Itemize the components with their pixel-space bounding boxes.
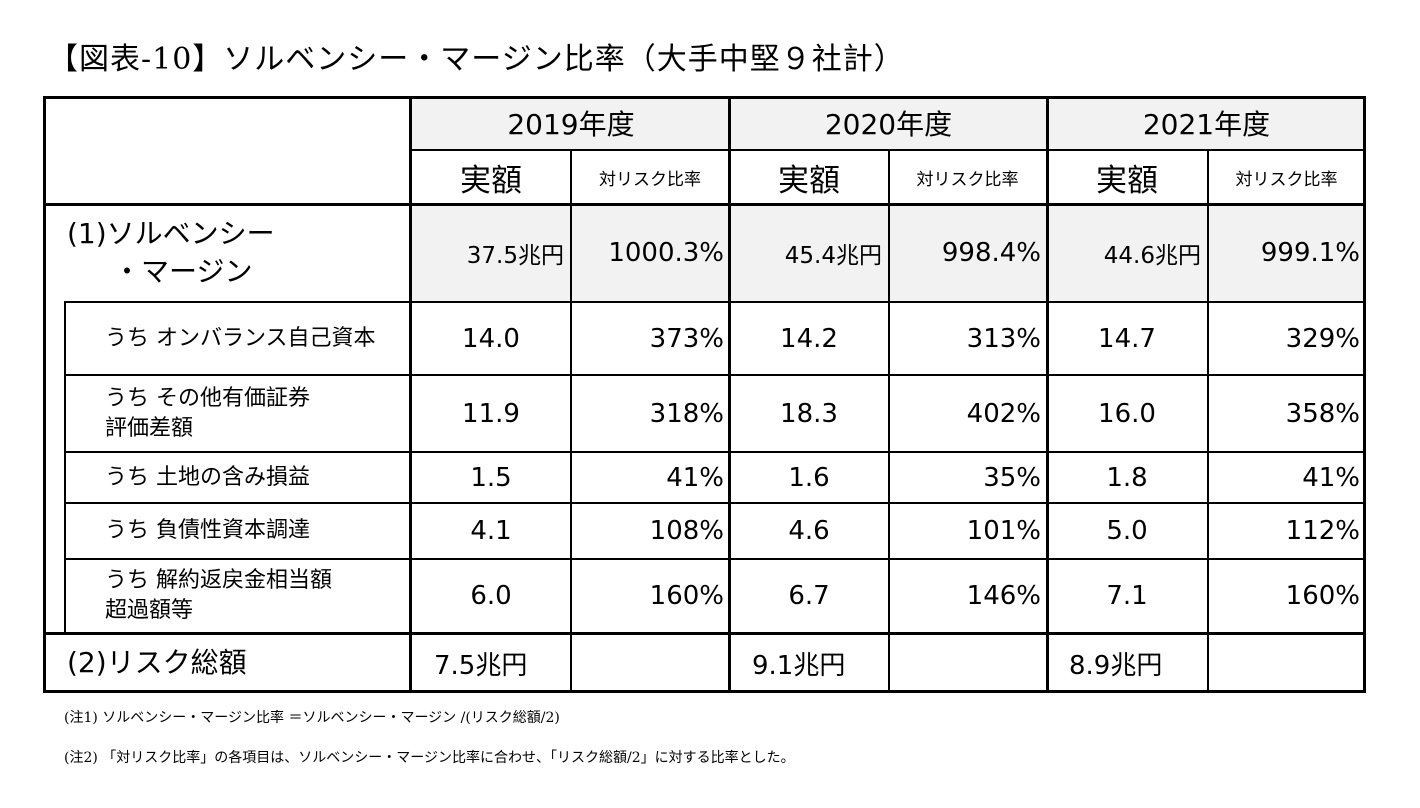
breakdown-label-onbalance: うち オンバランス自己資本 (105, 302, 405, 375)
table-border (1363, 96, 1366, 693)
table-cell: 6.7 (788, 581, 830, 611)
year-header-2020: 2020年度 (730, 96, 1047, 150)
solvency-margin-label: (1)ソルベンシー ・マージン (67, 204, 407, 302)
table-cell: 146% (966, 581, 1041, 611)
amount-header-2020: 実額 (778, 162, 840, 199)
breakdown-label-surrender: うち 解約返戻金相当額 超過額等 (105, 559, 405, 633)
divider (43, 632, 1366, 635)
note-2: (注2) 「対リスク比率」の各項目は、ソルベンシー・マージン比率に合わせ、「リス… (64, 750, 795, 766)
solvency-label-line1: (1)ソルベンシー (67, 217, 275, 250)
table-cell: 41% (1302, 462, 1360, 493)
solvency-margin-table: 2019年度 2020年度 2021年度 実額 対リスク比率 実額 対リスク比率… (43, 96, 1366, 693)
divider (412, 149, 1366, 151)
divider (43, 203, 1366, 206)
divider (1046, 96, 1049, 693)
row-label-line1: うち オンバランス自己資本 (105, 325, 376, 351)
table-cell: 4.1 (470, 516, 512, 546)
risk-total-2021: 8.9兆円 (1069, 650, 1163, 681)
table-cell: 16.0 (1098, 398, 1156, 429)
divider (64, 451, 1366, 453)
divider (64, 302, 66, 633)
table-cell: 35% (983, 462, 1041, 493)
table-cell: 5.0 (1106, 516, 1148, 546)
year-header-2021: 2021年度 (1047, 96, 1366, 150)
table-cell: 6.0 (470, 581, 512, 611)
table-cell: 313% (966, 323, 1041, 354)
table-cell: 4.6 (788, 516, 830, 546)
table-cell: 1.6 (788, 462, 830, 493)
year-header-2019: 2019年度 (412, 96, 730, 150)
solvency-amount-2021: 44.6兆円 (1047, 204, 1207, 302)
ratio-header-2020: 対リスク比率 (916, 169, 1019, 190)
divider (888, 150, 890, 693)
risk-total-2020: 9.1兆円 (752, 650, 846, 681)
row-label-line2: 評価差額 (105, 415, 194, 441)
divider (64, 558, 1366, 560)
table-cell: 41% (666, 462, 724, 493)
amount-header-2019: 実額 (460, 162, 522, 199)
table-cell: 160% (1285, 581, 1360, 611)
table-cell: 160% (649, 581, 724, 611)
table-cell: 14.2 (780, 323, 838, 354)
risk-total-label: (2)リスク総額 (67, 646, 247, 679)
table-cell: 373% (649, 323, 724, 354)
ratio-header-2019: 対リスク比率 (599, 169, 701, 190)
divider (409, 96, 412, 693)
divider (570, 150, 572, 693)
table-cell: 11.9 (462, 398, 520, 429)
table-border (43, 96, 46, 693)
table-cell: 1.5 (470, 462, 512, 493)
ratio-header-2021: 対リスク比率 (1235, 169, 1338, 190)
note-1: (注1) ソルベンシー・マージン比率 ＝ソルベンシー・マージン /(リスク総額/… (64, 710, 560, 726)
table-cell: 318% (649, 398, 724, 429)
table-border (43, 690, 1366, 693)
row-label-line2: 超過額等 (105, 598, 194, 623)
risk-total-2019: 7.5兆円 (434, 650, 528, 681)
page-title: 【図表-10】ソルベンシー・マージン比率（大手中堅９社計） (48, 42, 905, 77)
row-label-line1: うち 負債性資本調達 (105, 518, 310, 543)
row-label-line1: うち 解約返戻金相当額 (105, 568, 332, 593)
divider (728, 96, 731, 693)
table-cell: 14.0 (462, 323, 520, 354)
table-cell: 112% (1285, 516, 1360, 546)
breakdown-label-securities: うち その他有価証券 評価差額 (105, 375, 405, 452)
table-cell: 108% (649, 516, 724, 546)
divider (64, 301, 1366, 303)
table-cell: 402% (966, 398, 1041, 429)
divider (64, 374, 1366, 376)
row-label-line1: うち その他有価証券 (105, 385, 310, 411)
breakdown-label-land: うち 土地の含み損益 (105, 452, 405, 503)
solvency-amount-2020: 45.4兆円 (730, 204, 888, 302)
table-cell: 329% (1285, 323, 1360, 354)
divider (1207, 150, 1209, 693)
table-cell: 101% (966, 516, 1041, 546)
table-cell: 358% (1285, 398, 1360, 429)
solvency-ratio-2019: 1000.3% (570, 204, 730, 302)
amount-header-2021: 実額 (1096, 162, 1158, 199)
table-cell: 1.8 (1106, 462, 1148, 493)
table-border (43, 96, 1366, 99)
table-cell: 7.1 (1106, 581, 1148, 611)
table-cell: 18.3 (780, 398, 838, 429)
solvency-amount-2019: 37.5兆円 (412, 204, 570, 302)
solvency-label-line2: ・マージン (113, 255, 253, 288)
breakdown-label-debt-capital: うち 負債性資本調達 (105, 503, 405, 559)
solvency-ratio-2020: 998.4% (888, 204, 1047, 302)
row-label-line1: うち 土地の含み損益 (105, 464, 310, 490)
solvency-ratio-2021: 999.1% (1207, 204, 1366, 302)
divider (64, 502, 1366, 504)
table-cell: 14.7 (1098, 323, 1156, 354)
